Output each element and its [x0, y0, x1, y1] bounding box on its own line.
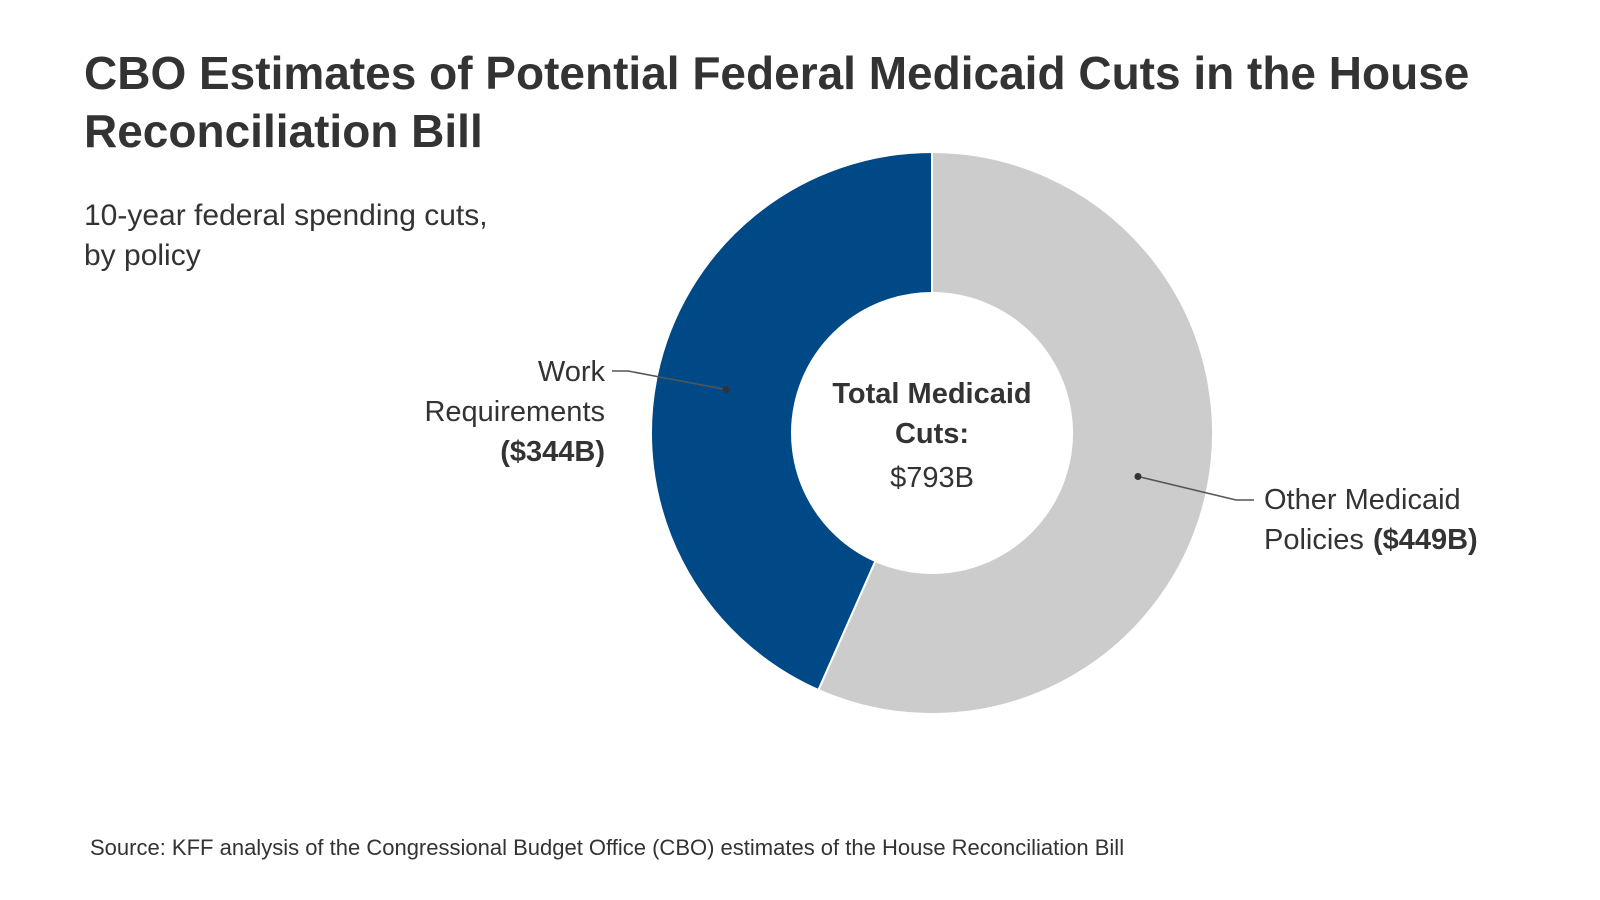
- slice-label-work-requirements: Work Requirements ($344B): [424, 356, 605, 468]
- leader-line-other: [1137, 475, 1254, 501]
- chart-subtitle: 10-year federal spending cuts, by policy: [84, 196, 488, 276]
- slice-label-work-line-2: Requirements: [424, 396, 605, 428]
- donut-center-label: Total Medicaid Cuts: $793B: [832, 378, 1031, 494]
- slice-label-other-policies: Other Medicaid Policies ($449B): [1264, 484, 1478, 556]
- leader-dot-work: [722, 386, 730, 394]
- slice-label-other-policies-word: Policies: [1264, 524, 1364, 556]
- slice-label-work-line-1: Work: [538, 356, 606, 388]
- donut-slice-other-medicaid-policies: [817, 150, 1214, 715]
- leader-lines: [612, 370, 1254, 501]
- source-note: Source: KFF analysis of the Congressiona…: [90, 835, 1125, 860]
- slice-label-other-line-2: Policies ($449B): [1264, 524, 1478, 556]
- center-title-line-1: Total Medicaid: [832, 378, 1031, 410]
- chart-subtitle-line-2: by policy: [84, 239, 201, 272]
- chart-title: CBO Estimates of Potential Federal Medic…: [84, 44, 1544, 160]
- chart-subtitle-line-1: 10-year federal spending cuts,: [84, 199, 488, 232]
- donut-slices: [650, 150, 1214, 715]
- center-total-value: $793B: [890, 462, 974, 494]
- slice-value-label-other: ($449B): [1373, 524, 1478, 556]
- slice-label-other-line-1: Other Medicaid: [1264, 484, 1461, 516]
- chart-title-line-2: Reconciliation Bill: [84, 105, 483, 157]
- chart-title-line-1: CBO Estimates of Potential Federal Medic…: [84, 47, 1470, 99]
- slice-value-label-work: ($344B): [500, 436, 605, 468]
- leader-line-work: [612, 370, 727, 391]
- donut-slice-work-requirements: [650, 150, 933, 692]
- leader-dot-other: [1134, 472, 1142, 480]
- center-title-line-2: Cuts:: [895, 418, 969, 450]
